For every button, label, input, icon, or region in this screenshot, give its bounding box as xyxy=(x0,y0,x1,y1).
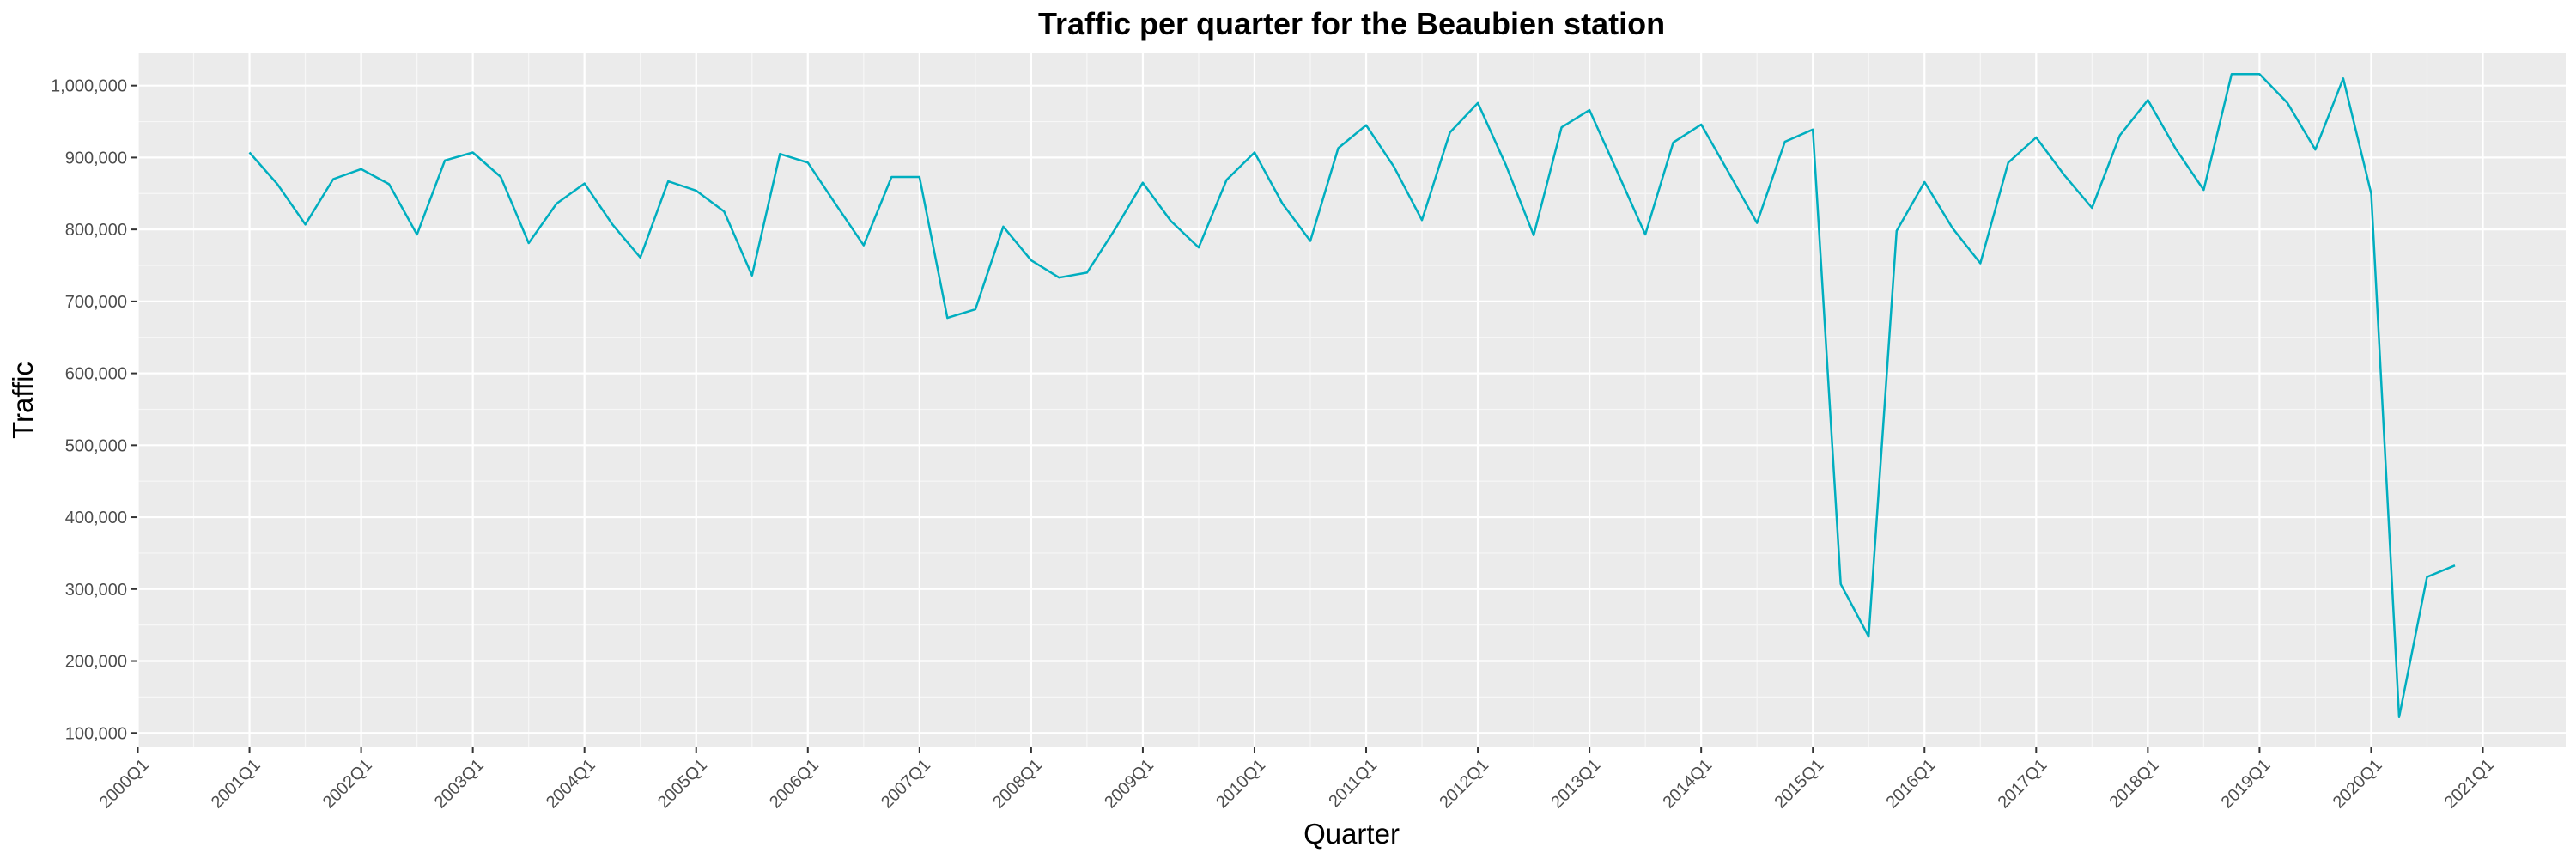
x-tick-label: 2021Q1 xyxy=(2441,756,2498,813)
x-tick-label: 2008Q1 xyxy=(989,756,1046,813)
x-tick-label: 2000Q1 xyxy=(96,756,153,813)
x-tick-label: 2003Q1 xyxy=(431,756,488,813)
major-gridlines xyxy=(137,53,2566,747)
y-tick-label: 1,000,000 xyxy=(51,77,127,96)
minor-gridlines xyxy=(137,53,2566,747)
x-tick-label: 2019Q1 xyxy=(2218,756,2275,813)
x-tick-label: 2002Q1 xyxy=(319,756,376,813)
y-axis: 100,000 200,000 300,000 400,000 500,000 600,0… xyxy=(51,77,137,743)
y-tick-label: 400,000 xyxy=(65,509,127,527)
x-axis: 2000Q1 2001Q1 2002Q1 2003Q1 2004Q1 2005Q1 2006… xyxy=(96,747,2498,812)
y-tick-label: 900,000 xyxy=(65,149,127,168)
x-axis-title: Quarter xyxy=(1303,818,1400,850)
x-tick-label: 2013Q1 xyxy=(1547,756,1604,813)
x-tick-label: 2020Q1 xyxy=(2330,756,2386,813)
x-tick-label: 2018Q1 xyxy=(2106,756,2163,813)
x-tick-label: 2016Q1 xyxy=(1883,756,1940,813)
y-tick-label: 200,000 xyxy=(65,653,127,672)
x-tick-label: 2005Q1 xyxy=(654,756,711,813)
x-tick-label: 2001Q1 xyxy=(208,756,264,813)
x-tick-label: 2014Q1 xyxy=(1659,756,1716,813)
y-axis-title: Traffic xyxy=(7,362,39,439)
x-tick-label: 2015Q1 xyxy=(1771,756,1827,813)
y-tick-label: 800,000 xyxy=(65,221,127,240)
y-tick-label: 600,000 xyxy=(65,365,127,384)
x-tick-label: 2010Q1 xyxy=(1212,756,1269,813)
x-tick-label: 2004Q1 xyxy=(543,756,599,813)
x-tick-label: 2012Q1 xyxy=(1436,756,1492,813)
x-tick-label: 2017Q1 xyxy=(1995,756,2051,813)
y-tick-label: 700,000 xyxy=(65,293,127,312)
y-tick-label: 500,000 xyxy=(65,436,127,455)
x-tick-label: 2011Q1 xyxy=(1325,756,1381,812)
chart-title: Traffic per quarter for the Beaubien sta… xyxy=(1038,6,1665,41)
y-tick-label: 300,000 xyxy=(65,581,127,600)
traffic-series-line xyxy=(248,73,2456,719)
y-tick-label: 100,000 xyxy=(65,724,127,743)
x-tick-label: 2009Q1 xyxy=(1101,756,1157,813)
plot-panel xyxy=(137,53,2566,747)
x-tick-label: 2007Q1 xyxy=(878,756,934,813)
x-tick-label: 2006Q1 xyxy=(766,756,823,813)
